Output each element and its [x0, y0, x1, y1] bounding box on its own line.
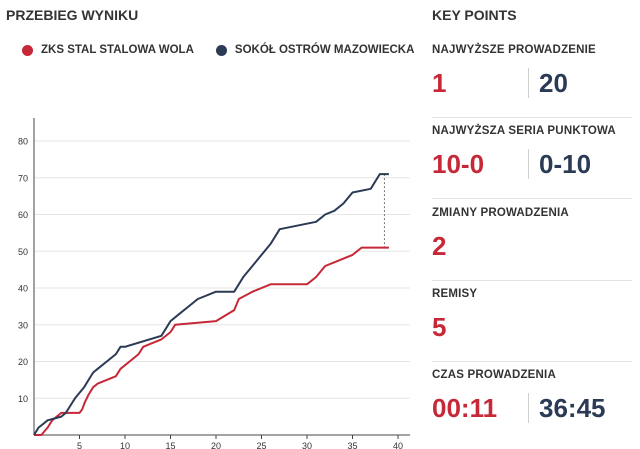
kp-label: NAJWYŻSZA SERIA PUNKTOWA	[432, 125, 616, 137]
kp-divider	[432, 361, 632, 362]
y-tick-label: 50	[18, 247, 28, 257]
team1-dot-icon	[22, 44, 33, 56]
y-tick-label: 20	[18, 357, 28, 367]
chart-legend: ZKS STAL STALOWA WOLA SOKÓŁ OSTRÓW MAZOW…	[22, 44, 436, 56]
key-points-heading: KEY POINTS	[432, 7, 517, 23]
kp-separator	[528, 393, 529, 423]
legend-label-team1: ZKS STAL STALOWA WOLA	[41, 44, 194, 56]
y-tick-label: 70	[18, 173, 28, 183]
kp-team1-value: 10-0	[432, 149, 485, 179]
legend-item-team2: SOKÓŁ OSTRÓW MAZOWIECKA	[215, 44, 415, 56]
x-tick-label: 10	[120, 441, 130, 449]
kp-label: CZAS PROWADZENIA	[432, 369, 556, 381]
team2-dot-icon	[215, 44, 227, 56]
series-line-team1	[34, 246, 389, 436]
kp-label: REMISY	[432, 288, 478, 300]
kp-team2-value: 0-10	[539, 149, 592, 179]
x-tick-label: 40	[393, 441, 403, 449]
kp-lead-changes: ZMIANY PROWADZENIA 2	[432, 207, 632, 261]
kp-largest-lead: NAJWYŻSZE PROWADZENIE 1 20	[432, 44, 632, 98]
y-tick-label: 40	[18, 284, 28, 294]
y-tick-label: 60	[18, 210, 28, 220]
score-progression-chart: 10 20 30 40 50 60 70 80 5 10 15 20 25 30 35 40	[18, 118, 410, 449]
kp-team2-value: 20	[539, 68, 568, 98]
legend-label-team2: SOKÓŁ OSTRÓW MAZOWIECKA	[234, 44, 415, 56]
x-tick-label: 20	[211, 441, 221, 449]
y-tick-label: 80	[18, 137, 28, 147]
x-tick-label: 5	[77, 441, 82, 449]
kp-team1-value: 1	[432, 68, 447, 98]
kp-divider	[432, 117, 632, 118]
kp-divider	[432, 198, 632, 199]
kp-label: ZMIANY PROWADZENIA	[432, 207, 569, 219]
x-tick-label: 30	[302, 441, 312, 449]
kp-value: 2	[432, 231, 447, 261]
x-tick-label: 35	[347, 441, 357, 449]
chart-heading: PRZEBIEG WYNIKU	[6, 7, 139, 23]
kp-ties: REMISY 5	[432, 288, 632, 342]
kp-separator	[528, 149, 529, 179]
x-tick-label: 15	[165, 441, 175, 449]
legend-item-team1: ZKS STAL STALOWA WOLA	[22, 44, 194, 56]
x-tick-label: 25	[256, 441, 266, 449]
kp-value: 5	[432, 312, 447, 342]
kp-label: NAJWYŻSZE PROWADZENIE	[432, 44, 596, 56]
kp-team2-value: 36:45	[539, 393, 606, 423]
y-tick-label: 10	[18, 394, 28, 404]
y-tick-label: 30	[18, 320, 28, 330]
kp-separator	[528, 68, 529, 98]
kp-divider	[432, 280, 632, 281]
series-line-team2	[33, 173, 389, 436]
kp-time-leading: CZAS PROWADZENIA 00:11 36:45	[432, 369, 632, 423]
kp-longest-run: NAJWYŻSZA SERIA PUNKTOWA 10-0 0-10	[432, 125, 632, 179]
kp-team1-value: 00:11	[432, 393, 498, 423]
